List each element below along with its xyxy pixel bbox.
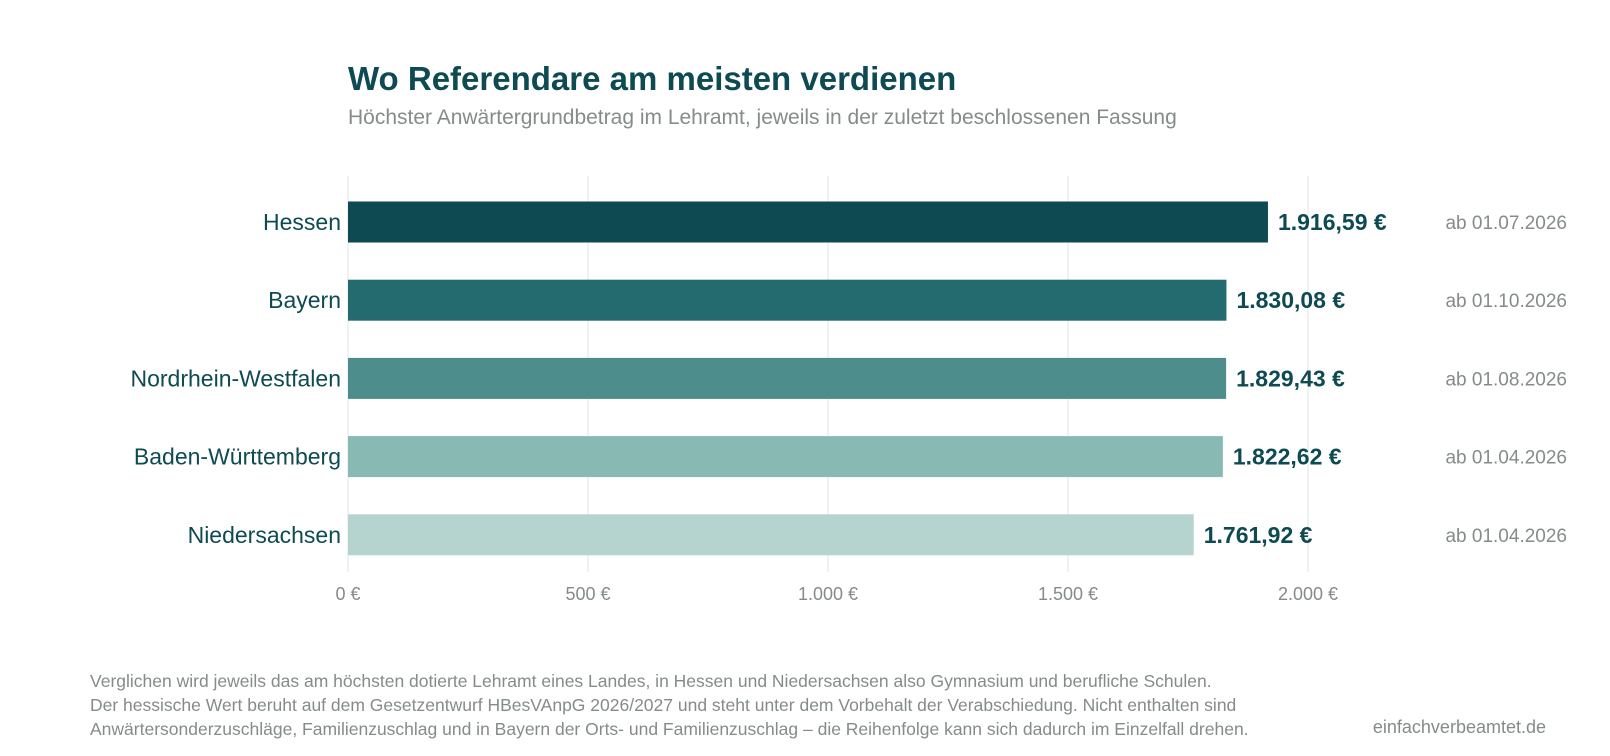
bar <box>348 436 1223 478</box>
x-tick-label: 1.500 € <box>1038 584 1098 604</box>
bar-chart: 0 € 500 € 1.000 € 1.500 € 2.000 € Hessen 1.916… <box>130 176 1567 604</box>
footnote: Verglichen wird jeweils das am höchsten … <box>90 669 1249 741</box>
x-tick-label: 500 € <box>565 584 610 604</box>
chart-subtitle: Höchster Anwärtergrundbetrag im Lehramt,… <box>348 106 1177 129</box>
date-label: ab 01.04.2026 <box>1445 448 1567 469</box>
footnote-line: Der hessische Wert beruht auf dem Gesetz… <box>90 695 1237 715</box>
category-label: Hessen <box>263 209 341 235</box>
bar <box>348 357 1227 399</box>
date-label: ab 01.07.2026 <box>1445 213 1567 234</box>
data-label: 1.830,08 € <box>1236 287 1345 313</box>
chart-title: Wo Referendare am meisten verdienen <box>348 60 957 97</box>
data-label: 1.916,59 € <box>1278 209 1387 235</box>
category-label: Baden-Württemberg <box>134 444 341 470</box>
data-label: 1.829,43 € <box>1236 365 1345 391</box>
date-label: ab 01.08.2026 <box>1445 369 1567 390</box>
bar <box>348 201 1268 243</box>
x-tick-label: 2.000 € <box>1278 584 1338 604</box>
footnote-line: Anwärtersonderzuschläge, Familienzuschla… <box>90 719 1249 739</box>
category-label: Niedersachsen <box>188 522 341 548</box>
bar <box>348 514 1194 556</box>
x-tick-label: 0 € <box>335 584 360 604</box>
source-credit: einfachverbeamtet.de <box>1372 717 1546 737</box>
date-label: ab 01.10.2026 <box>1445 291 1567 312</box>
date-label: ab 01.04.2026 <box>1445 526 1567 547</box>
data-label: 1.761,92 € <box>1204 522 1313 548</box>
category-label: Nordrhein-Westfalen <box>130 365 341 391</box>
bar <box>348 279 1227 321</box>
footnote-line: Verglichen wird jeweils das am höchsten … <box>90 671 1212 691</box>
data-label: 1.822,62 € <box>1233 444 1342 470</box>
category-label: Bayern <box>268 287 341 313</box>
x-tick-label: 1.000 € <box>798 584 858 604</box>
